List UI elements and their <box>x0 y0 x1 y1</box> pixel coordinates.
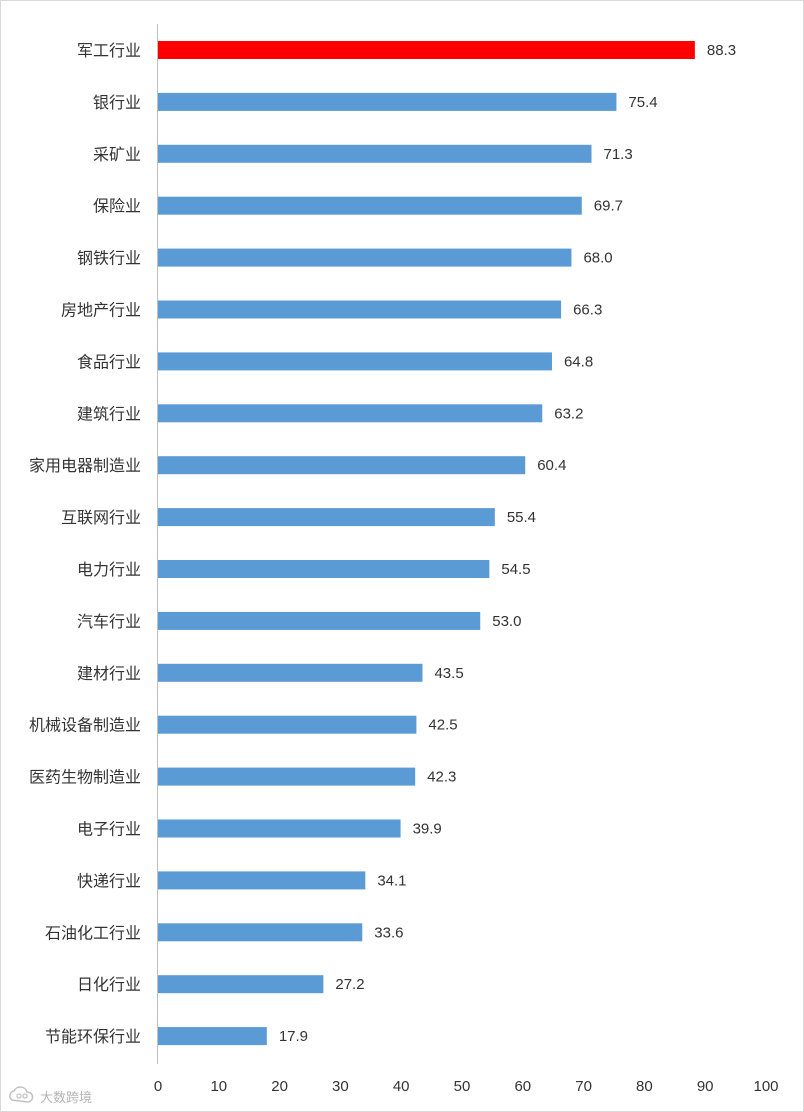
bar-5 <box>158 300 562 319</box>
value-label: 39.9 <box>413 821 442 838</box>
cloud-logo-icon <box>9 1086 34 1103</box>
category-label: 食品行业 <box>77 352 141 371</box>
value-label: 53.0 <box>492 613 521 630</box>
value-label: 68.0 <box>583 250 612 267</box>
x-tick-label: 20 <box>271 1078 288 1095</box>
value-labels: 88.3 75.4 71.3 69.7 68.0 66.3 64.8 63.2 60.4 55.4… <box>279 42 736 1045</box>
category-label: 日化行业 <box>77 975 141 994</box>
x-tick-label: 60 <box>514 1078 531 1095</box>
bar-14 <box>158 767 416 786</box>
category-label: 保险业 <box>93 197 141 216</box>
value-label: 43.5 <box>434 665 463 682</box>
category-label: 军工行业 <box>77 41 141 60</box>
bars-group <box>158 41 695 1046</box>
category-label: 医药生物制造业 <box>29 768 141 787</box>
value-label: 71.3 <box>604 146 633 163</box>
bar-15 <box>158 819 401 838</box>
category-label: 互联网行业 <box>61 508 141 527</box>
x-tick-labels: 0 10 20 30 40 50 60 70 80 90 100 <box>154 1078 779 1095</box>
category-label: 电力行业 <box>77 560 141 579</box>
watermark-text: 大数跨境 <box>40 1091 92 1106</box>
value-label: 60.4 <box>537 457 566 474</box>
category-label: 家用电器制造业 <box>29 456 141 475</box>
value-label: 27.2 <box>335 976 364 993</box>
category-label: 快递行业 <box>77 871 141 890</box>
x-tick-label: 10 <box>210 1078 227 1095</box>
category-label: 银行业 <box>93 93 141 112</box>
x-tick-label: 70 <box>575 1078 592 1095</box>
bar-17 <box>158 923 363 942</box>
bar-9 <box>158 508 495 527</box>
bar-7 <box>158 404 543 423</box>
category-label: 钢铁行业 <box>77 249 141 268</box>
value-label: 42.5 <box>428 717 457 734</box>
value-label: 55.4 <box>507 509 536 526</box>
bar-4 <box>158 248 572 267</box>
value-label: 66.3 <box>573 302 602 319</box>
bar-11 <box>158 611 481 630</box>
value-label: 69.7 <box>594 198 623 215</box>
value-label: 63.2 <box>554 405 583 422</box>
bar-10 <box>158 560 490 578</box>
watermark: 大数跨境 <box>9 1086 92 1106</box>
bar-18 <box>158 975 324 994</box>
x-tick-label: 0 <box>154 1078 162 1095</box>
x-tick-label: 80 <box>636 1078 653 1095</box>
x-tick-label: 50 <box>454 1078 471 1095</box>
value-label: 34.1 <box>377 872 406 889</box>
value-label: 75.4 <box>628 94 657 111</box>
value-label: 17.9 <box>279 1028 308 1045</box>
value-label: 54.5 <box>501 561 530 578</box>
category-label: 石油化工行业 <box>45 923 141 942</box>
bar-8 <box>158 456 526 475</box>
value-label: 64.8 <box>564 353 593 370</box>
bar-12 <box>158 663 423 682</box>
value-label: 42.3 <box>427 769 456 786</box>
bar-0 <box>158 41 695 59</box>
value-label: 33.6 <box>374 924 403 941</box>
category-label: 采矿业 <box>93 145 141 164</box>
category-label: 建材行业 <box>77 664 141 683</box>
category-labels: 军工行业银行业采矿业保险业钢铁行业房地产行业食品行业建筑行业家用电器制造业互联网… <box>29 41 141 1046</box>
x-tick-label: 30 <box>332 1078 349 1095</box>
bar-3 <box>158 196 582 215</box>
category-label: 节能环保行业 <box>45 1027 141 1046</box>
x-tick-label: 100 <box>753 1078 778 1095</box>
category-label: 建筑行业 <box>77 404 141 423</box>
x-tick-label: 90 <box>697 1078 714 1095</box>
category-label: 汽车行业 <box>77 612 141 631</box>
bar-2 <box>158 144 592 163</box>
bar-16 <box>158 871 366 890</box>
value-label: 88.3 <box>707 42 736 59</box>
bar-13 <box>158 715 417 734</box>
category-label: 电子行业 <box>77 820 141 839</box>
bar-1 <box>158 92 617 111</box>
category-label: 机械设备制造业 <box>29 716 141 735</box>
bar-19 <box>158 1027 267 1046</box>
bar-6 <box>158 352 552 371</box>
x-tick-label: 40 <box>393 1078 410 1095</box>
category-label: 房地产行业 <box>61 301 141 320</box>
